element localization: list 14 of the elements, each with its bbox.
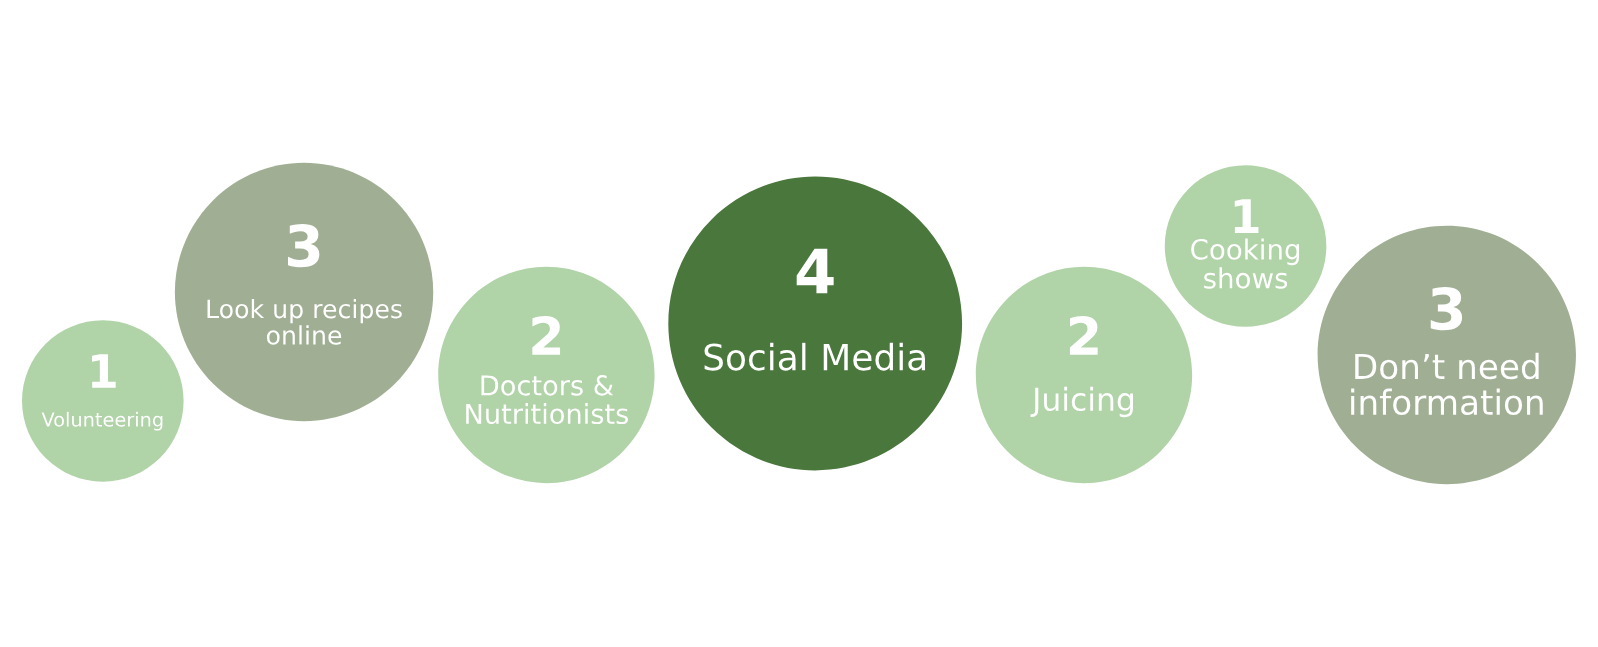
category-label: Don’t need information bbox=[1351, 352, 1543, 416]
category-label: Look up recipes online bbox=[207, 298, 402, 345]
data-label: 2 bbox=[1069, 315, 1098, 355]
category-label: Cooking shows bbox=[1191, 238, 1300, 289]
category-label: Doctors & Nutritionists bbox=[466, 375, 628, 425]
category-label: Social Media bbox=[704, 342, 925, 371]
data-label: 3 bbox=[1430, 287, 1463, 331]
data-label: 4 bbox=[796, 248, 834, 294]
data-label: 1 bbox=[1234, 199, 1259, 233]
category-label: Volunteering bbox=[41, 411, 163, 431]
data-label: 3 bbox=[288, 224, 320, 268]
data-label: 2 bbox=[532, 315, 561, 355]
data-label: 1 bbox=[91, 354, 116, 388]
category-label: Juicing bbox=[1030, 386, 1133, 418]
